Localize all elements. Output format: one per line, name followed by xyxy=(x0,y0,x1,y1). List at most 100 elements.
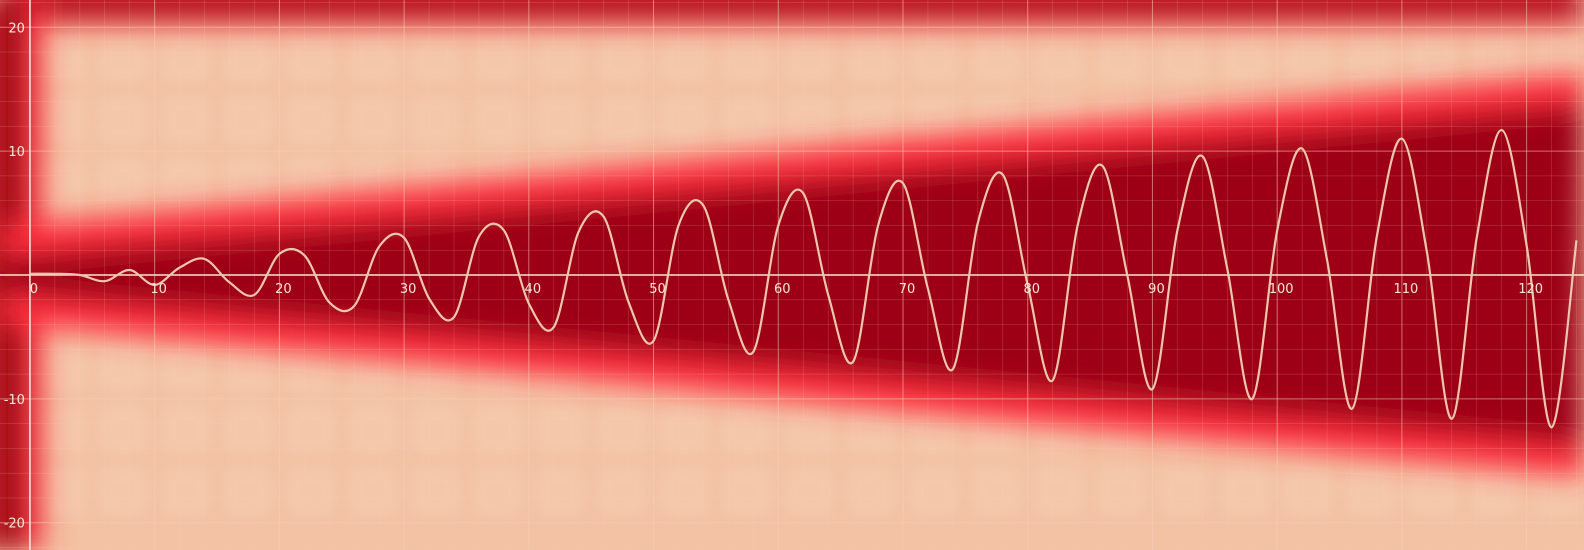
heatmap-cell xyxy=(223,33,274,84)
heatmap-cell xyxy=(285,95,336,146)
heatmap-cell xyxy=(223,466,274,517)
heatmap-cell xyxy=(784,95,835,146)
heatmap-cell xyxy=(160,95,212,146)
heatmap-cell xyxy=(160,157,212,208)
heatmap-cell xyxy=(223,157,274,208)
heatmap-cell xyxy=(659,404,710,455)
x-tick-label: 100 xyxy=(1269,282,1294,297)
x-tick-label: 10 xyxy=(150,282,167,297)
heatmap-cell xyxy=(35,404,87,455)
heatmap-cell xyxy=(1283,466,1334,517)
heatmap-cell xyxy=(597,95,648,146)
y-tick-label: -20 xyxy=(4,517,25,532)
heatmap-cell xyxy=(98,157,149,208)
heatmap-cell xyxy=(1096,33,1147,84)
heatmap-cell xyxy=(1220,33,1272,84)
heatmap-cell xyxy=(784,33,835,84)
heatmap-cell xyxy=(35,33,87,84)
x-tick-label: 60 xyxy=(774,282,791,297)
heatmap-cell xyxy=(410,95,461,146)
series-line xyxy=(29,129,1578,429)
x-tick-label: 70 xyxy=(899,282,916,297)
heatmap-cell xyxy=(1220,466,1272,517)
heatmap-cell xyxy=(410,33,461,84)
heatmap-cell xyxy=(35,95,87,146)
heatmap-cell xyxy=(347,404,399,455)
y-tick-label: -10 xyxy=(4,393,25,408)
x-tick-label: 20 xyxy=(275,282,292,297)
heatmap-cell xyxy=(472,33,523,84)
heatmap-cell xyxy=(160,342,212,393)
heatmap-cell xyxy=(285,157,336,208)
heatmap-cell xyxy=(659,95,710,146)
y-tick-label: 20 xyxy=(8,21,25,36)
y-tick-label: 10 xyxy=(8,145,25,160)
heatmap-cell xyxy=(659,466,710,517)
heatmap-cell xyxy=(472,404,523,455)
heatmap-cell xyxy=(1532,466,1583,517)
heatmap-cell xyxy=(971,466,1022,517)
heatmap-cell xyxy=(534,33,586,84)
heatmap-cell xyxy=(597,33,648,84)
heatmap-cell xyxy=(721,404,773,455)
heatmap-cell xyxy=(1283,33,1334,84)
heatmap-cell xyxy=(846,95,898,146)
heatmap-cell xyxy=(410,404,461,455)
heatmap-cell xyxy=(1470,33,1521,84)
heatmap-cell xyxy=(721,95,773,146)
heatmap-cell xyxy=(285,33,336,84)
heatmap-cell xyxy=(659,33,710,84)
heatmap-cell xyxy=(347,95,399,146)
heatmap-cell xyxy=(347,466,399,517)
heatmap-cell xyxy=(1407,466,1459,517)
heatmap-cell xyxy=(597,466,648,517)
heatmap-cell xyxy=(784,466,835,517)
heatmap-cell xyxy=(846,466,898,517)
heatmap-cell xyxy=(909,95,960,146)
heatmap-cell xyxy=(1158,466,1209,517)
series-line-group xyxy=(29,129,1578,429)
heatmap-cell xyxy=(223,404,274,455)
heatmap-cell xyxy=(472,95,523,146)
heatmap-cell xyxy=(909,466,960,517)
x-tick-label: 40 xyxy=(525,282,542,297)
heatmap-cell xyxy=(35,466,87,517)
x-tick-label: 120 xyxy=(1518,282,1543,297)
heatmap-cell xyxy=(597,404,648,455)
heatmap-cell xyxy=(971,33,1022,84)
x-tick-label: 80 xyxy=(1023,282,1040,297)
heatmap-cell xyxy=(223,95,274,146)
heatmap-cell xyxy=(909,33,960,84)
heatmap-cell xyxy=(1345,466,1396,517)
x-tick-label: 30 xyxy=(400,282,417,297)
heatmap-cell xyxy=(285,404,336,455)
heatmap-cell xyxy=(160,33,212,84)
heatmap-cell xyxy=(1345,33,1396,84)
heatmap-cell xyxy=(160,404,212,455)
x-tick-label: 0 xyxy=(30,282,38,297)
heatmap-cell xyxy=(1158,33,1209,84)
heatmap-cell xyxy=(223,342,274,393)
heatmap-cell xyxy=(1033,466,1085,517)
heatmap-cell xyxy=(1532,33,1583,84)
heatmap-cell xyxy=(35,342,87,393)
heatmap-cell xyxy=(846,404,898,455)
heatmap-cell xyxy=(285,342,336,393)
heatmap-cell xyxy=(721,33,773,84)
heatmap-cell xyxy=(534,95,586,146)
heatmap-cell xyxy=(98,404,149,455)
x-tick-label: 90 xyxy=(1148,282,1165,297)
heatmap-cell xyxy=(534,404,586,455)
heatmap-cell xyxy=(285,466,336,517)
heatmap-cell xyxy=(98,466,149,517)
x-tick-label: 50 xyxy=(649,282,666,297)
heatmap-cell xyxy=(846,33,898,84)
heatmap-cell xyxy=(347,33,399,84)
heatmap-cell xyxy=(534,466,586,517)
heatmap-cell xyxy=(98,342,149,393)
heatmap-cell xyxy=(1470,466,1521,517)
heatmap-cell xyxy=(784,404,835,455)
